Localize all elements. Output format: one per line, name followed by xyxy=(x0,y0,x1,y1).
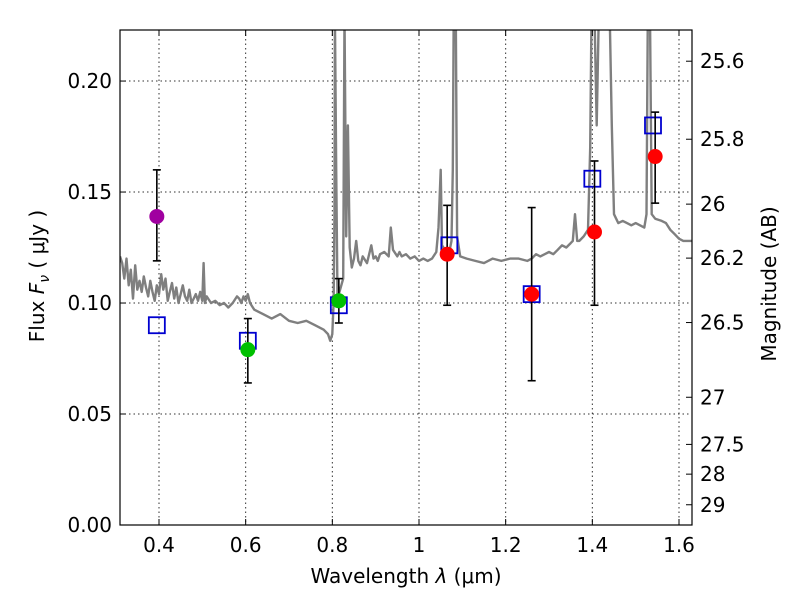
x-tick-label: 1.2 xyxy=(490,533,522,557)
points-layer xyxy=(147,111,663,384)
model-flux-marker xyxy=(644,116,662,135)
right-axis-label: Magnitude (AB) xyxy=(757,206,781,361)
y-tick-label: 0.20 xyxy=(67,69,112,93)
observed-flux-point xyxy=(149,208,165,224)
observed-flux-point xyxy=(587,224,602,240)
observed-flux-point xyxy=(439,246,455,262)
plot-frame xyxy=(119,29,693,526)
mag-tick-label: 26.5 xyxy=(700,311,745,335)
spectrum-layer xyxy=(120,30,692,342)
mag-tick-label: 25.6 xyxy=(700,49,745,73)
mag-tick-label: 28 xyxy=(700,462,725,486)
y-tick-label: 0.00 xyxy=(67,513,112,537)
model-flux-marker xyxy=(583,169,602,188)
ticks-layer: 0.4 0.6 0.8 1 1.2 1.4 1.6 0.00 0.05 0.10 0.15 0.20 2… xyxy=(67,30,745,557)
y-axis-label: Flux Fν ( μJy ) xyxy=(25,210,53,342)
mag-tick-label: 26.2 xyxy=(700,246,745,270)
spectrum-line xyxy=(120,30,692,342)
x-tick-label: 1.6 xyxy=(663,533,695,557)
mag-tick-label: 26 xyxy=(700,192,725,216)
grid-layer xyxy=(120,30,692,526)
mag-tick-label: 25.8 xyxy=(700,127,745,151)
observed-flux-point xyxy=(240,342,256,358)
x-tick-label: 0.8 xyxy=(316,533,348,557)
mag-tick-label: 27 xyxy=(700,385,725,409)
model-flux-marker xyxy=(147,316,166,335)
x-tick-label: 1 xyxy=(413,533,426,557)
y-tick-label: 0.10 xyxy=(67,291,112,315)
x-axis-label: Wavelength λ (μm) xyxy=(310,564,501,588)
x-tick-label: 1.4 xyxy=(576,533,608,557)
x-tick-label: 0.4 xyxy=(143,533,175,557)
y-tick-label: 0.15 xyxy=(67,180,112,204)
y-tick-label: 0.05 xyxy=(67,402,112,426)
observed-flux-point xyxy=(524,286,540,302)
observed-flux-point xyxy=(647,149,663,165)
observed-flux-point xyxy=(331,293,347,309)
mag-tick-label: 29 xyxy=(700,493,725,517)
x-tick-label: 0.6 xyxy=(230,533,262,557)
mag-tick-label: 27.5 xyxy=(700,432,745,456)
